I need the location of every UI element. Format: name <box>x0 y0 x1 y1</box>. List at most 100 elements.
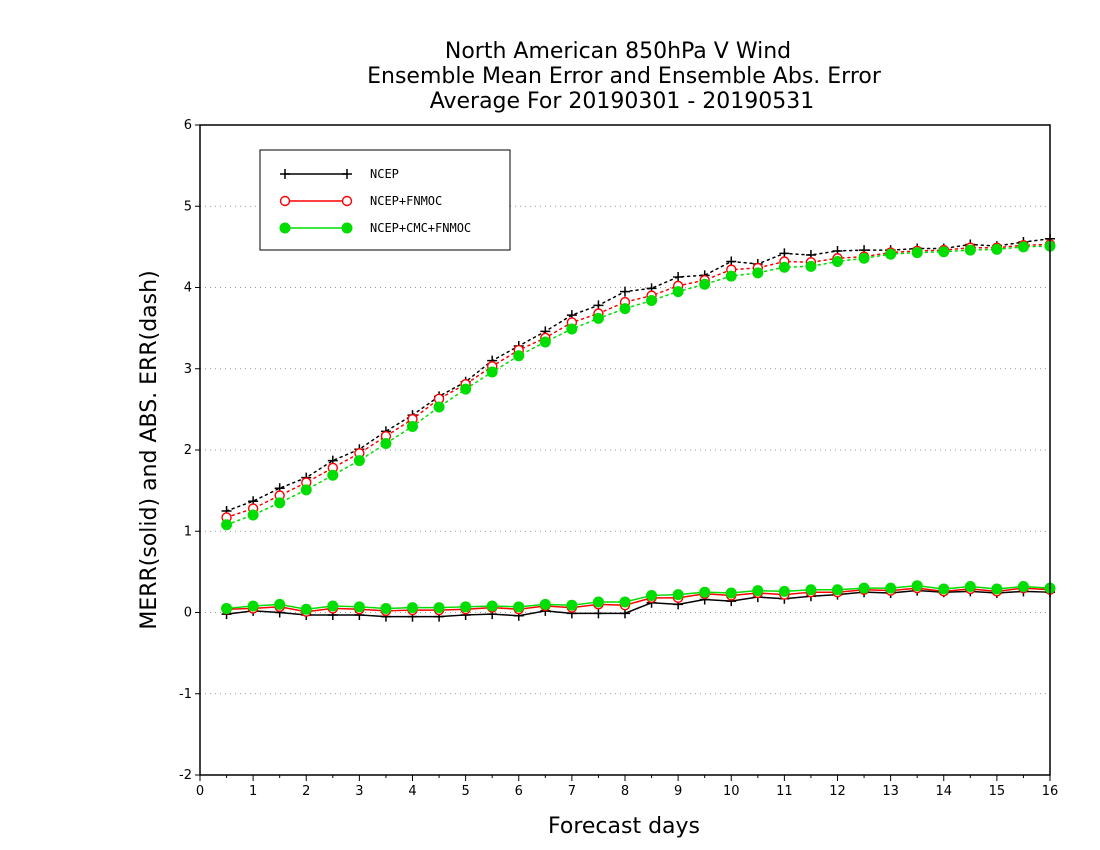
x-tick-label: 13 <box>882 784 899 799</box>
x-tick-label: 12 <box>829 784 846 799</box>
legend-entries: NCEP NCEP+FNMOC NCEP+CMC+FNMOC <box>279 167 471 235</box>
x-tick-labels: 0 1 2 3 4 5 6 7 8 9 10 11 12 13 14 15 16 <box>196 784 1058 799</box>
x-tick-label: 14 <box>935 784 952 799</box>
legend-swatch-point <box>279 222 291 234</box>
x-tick-label: 1 <box>249 784 257 799</box>
series-ncep-cmc-fnmoc-merr-point <box>592 596 604 608</box>
legend-item-ncep-cmc-fnmoc: NCEP+CMC+FNMOC <box>279 221 471 235</box>
series-ncep-cmc-fnmoc-merr-point <box>513 601 525 613</box>
series-ncep-cmc-fnmoc-merr-point <box>247 600 259 612</box>
series-ncep-merr-point <box>593 608 604 619</box>
series-ncep-cmc-fnmoc-merr-point <box>858 582 870 594</box>
series-ncep-cmc-fnmoc-merr-point <box>964 581 976 592</box>
series-ncep-cmc-fnmoc-merr-point <box>327 600 339 612</box>
series-ncep-fnmoc-abs-err-line <box>225 243 1051 519</box>
y-tick-label: 6 <box>184 118 192 133</box>
y-tick-label: 1 <box>184 524 192 539</box>
series-ncep-cmc-fnmoc-abs-err-point <box>699 278 711 290</box>
x-tick-label: 10 <box>723 784 740 799</box>
series-ncep-cmc-fnmoc-merr-point <box>300 603 312 615</box>
series-ncep-cmc-fnmoc-abs-err-point <box>221 519 233 531</box>
series-ncep-cmc-fnmoc-abs-err-point <box>274 497 286 509</box>
x-tick-label: 3 <box>355 784 363 799</box>
series-ncep-cmc-fnmoc-abs-err-point <box>646 295 658 306</box>
legend-swatch-point <box>279 195 291 207</box>
y-tick-label: 2 <box>184 443 192 458</box>
x-tick-label: 6 <box>515 784 523 799</box>
y-axis-label: MERR(solid) and ABS. ERR(dash) <box>137 270 162 629</box>
series-ncep-cmc-fnmoc-abs-err-point <box>353 455 365 467</box>
y-tick-label: 4 <box>184 281 192 296</box>
series-ncep-cmc-fnmoc-merr-point <box>1017 581 1029 592</box>
series-ncep-cmc-fnmoc-merr-point <box>911 580 923 592</box>
series-ncep-cmc-fnmoc-abs-err-point <box>380 438 392 449</box>
x-tick-label: 8 <box>621 784 629 799</box>
legend-box <box>259 149 511 251</box>
x-tick-label: 0 <box>196 784 204 799</box>
series-layer <box>221 233 1056 622</box>
series-ncep-cmc-fnmoc-merr-point <box>460 601 472 613</box>
chart-title: North American 850hPa V Wind Ensemble Me… <box>367 39 882 114</box>
series-ncep-cmc-fnmoc-merr-point <box>274 598 286 610</box>
legend-swatch-point <box>341 195 353 207</box>
legend-label: NCEP <box>370 167 399 181</box>
y-tick-label: -2 <box>179 768 192 783</box>
x-tick-label: 11 <box>776 784 793 799</box>
series-ncep-cmc-fnmoc-merr-point <box>539 598 551 610</box>
series-ncep-cmc-fnmoc-merr-point <box>380 602 392 614</box>
series-ncep-cmc-fnmoc-abs-err-point <box>938 246 950 258</box>
y-tick-label: 3 <box>184 362 192 377</box>
axis-ticks <box>195 124 1051 781</box>
series-ncep-cmc-fnmoc-abs-err-point <box>858 252 870 264</box>
series-ncep-cmc-fnmoc-merr-point <box>699 586 711 598</box>
x-tick-label: 16 <box>1042 784 1059 799</box>
series-ncep-cmc-fnmoc-abs-err-point <box>433 401 445 413</box>
series-ncep-cmc-fnmoc-merr-point <box>938 583 950 595</box>
legend-swatch-point <box>342 169 352 179</box>
series-ncep-cmc-fnmoc-merr-point <box>433 602 445 614</box>
legend-label: NCEP+FNMOC <box>370 194 442 208</box>
series-ncep-cmc-fnmoc-merr-point <box>353 601 365 613</box>
series-ncep-cmc-fnmoc-merr-point <box>725 587 737 599</box>
legend-item-ncep-fnmoc: NCEP+FNMOC <box>279 194 442 208</box>
series-ncep-cmc-fnmoc-merr-point <box>752 585 764 597</box>
series-ncep-cmc-fnmoc-abs-err-point <box>513 350 525 362</box>
x-tick-label: 5 <box>461 784 469 799</box>
series-ncep-cmc-fnmoc-abs-err-point <box>805 260 817 272</box>
x-tick-label: 2 <box>302 784 310 799</box>
series-ncep-cmc-fnmoc-abs-err-point <box>539 336 551 348</box>
y-tick-label: -1 <box>179 687 192 702</box>
legend-swatch-point <box>280 169 290 179</box>
series-ncep-cmc-fnmoc-merr-point <box>778 585 790 597</box>
series-ncep-cmc-fnmoc-abs-err-point <box>752 267 764 279</box>
series-ncep-cmc-fnmoc-abs-err-point <box>1017 241 1029 253</box>
series-ncep-cmc-fnmoc-abs-err-point <box>247 509 259 521</box>
series-ncep-cmc-fnmoc-abs-err-point <box>619 303 631 315</box>
series-ncep-abs-err-point <box>673 271 684 282</box>
y-tick-label: 5 <box>184 199 192 214</box>
series-ncep-cmc-fnmoc-abs-err-point <box>964 244 976 256</box>
series-ncep-cmc-fnmoc <box>221 240 1056 615</box>
series-ncep-cmc-fnmoc-merr-point <box>991 583 1003 595</box>
series-ncep-cmc-fnmoc-abs-err-point <box>407 420 418 432</box>
legend-swatch-point <box>341 222 353 234</box>
series-ncep-cmc-fnmoc-merr-point <box>885 582 897 594</box>
x-tick-label: 7 <box>568 784 576 799</box>
series-ncep-cmc-fnmoc-abs-err-point <box>778 261 790 273</box>
series-ncep-cmc-fnmoc-merr-point <box>221 602 233 614</box>
series-ncep-cmc-fnmoc-abs-err-point <box>566 323 578 335</box>
y-tick-labels: -2 -1 0 1 2 3 4 5 6 <box>179 118 192 783</box>
series-ncep-cmc-fnmoc-abs-err-point <box>592 312 604 324</box>
series-ncep-cmc-fnmoc-abs-err-point <box>911 247 923 259</box>
series-ncep-cmc-fnmoc-abs-err-point <box>486 366 498 378</box>
series-ncep-cmc-fnmoc-abs-err-point <box>327 469 339 481</box>
series-ncep-cmc-fnmoc-merr-point <box>672 589 684 601</box>
series-ncep-cmc-fnmoc-abs-err-point <box>991 243 1003 255</box>
series-ncep-cmc-fnmoc-merr-point <box>805 584 817 596</box>
series-ncep-cmc-fnmoc-abs-err-point <box>725 270 737 282</box>
x-tick-label: 4 <box>408 784 416 799</box>
series-ncep-cmc-fnmoc-merr-point <box>486 600 498 612</box>
x-axis-label: Forecast days <box>548 814 700 839</box>
y-tick-label: 0 <box>184 606 192 621</box>
